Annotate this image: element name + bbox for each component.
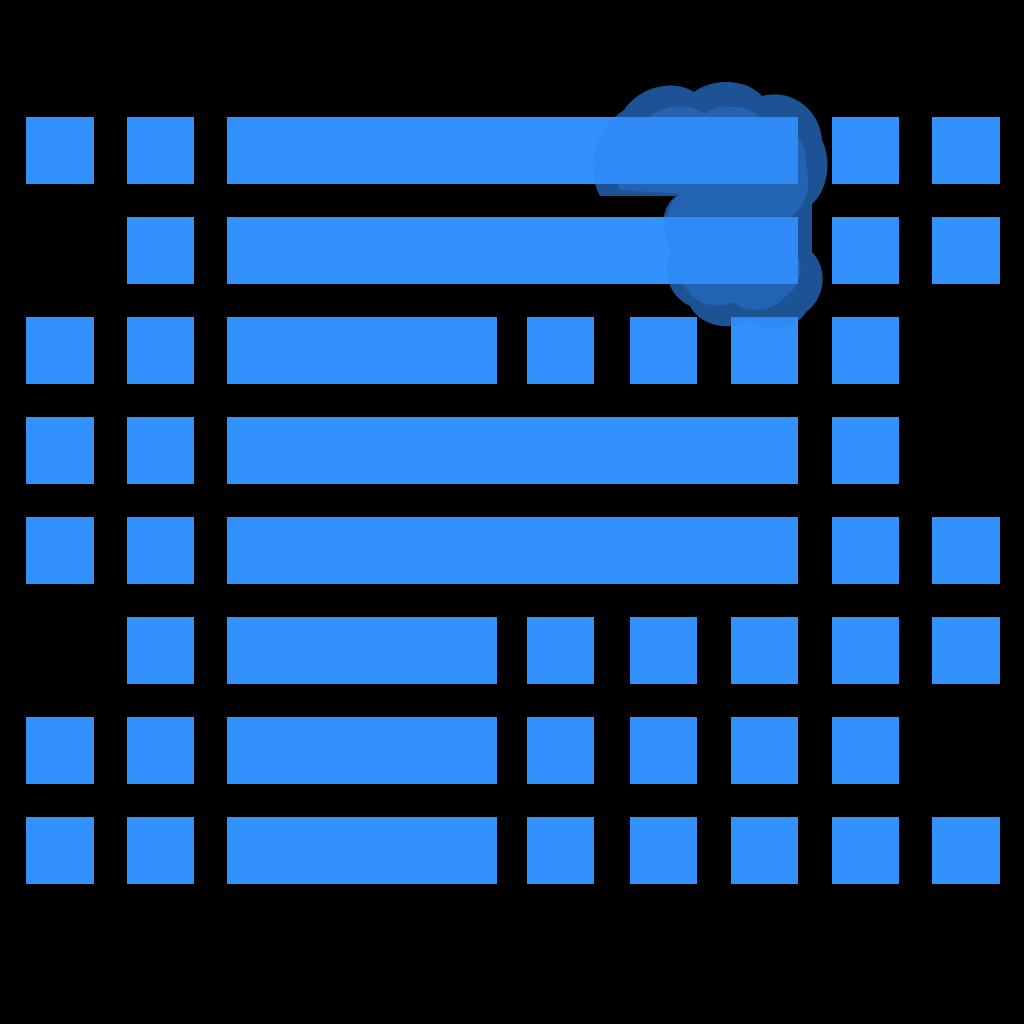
cell-r2-c2[interactable] [127,217,194,284]
cell-r4-c1[interactable] [26,417,94,484]
cell-r6-c8[interactable] [932,617,1000,684]
cell-r4-c3-span[interactable] [227,417,798,484]
cell-r1-c2[interactable] [127,117,194,184]
cell-r8-c4[interactable] [527,817,594,884]
cell-r8-c3[interactable] [227,817,497,884]
cell-r8-c6[interactable] [731,817,798,884]
cell-r7-c3[interactable] [227,717,497,784]
cell-r1-c1[interactable] [26,117,94,184]
cell-r2-c7[interactable] [832,217,899,284]
cell-r4-c2[interactable] [127,417,194,484]
cell-r6-c4[interactable] [527,617,594,684]
cell-r3-c5[interactable] [630,317,697,384]
cell-r3-c3[interactable] [227,317,497,384]
cell-r1-c3-span[interactable] [227,117,798,184]
cell-r7-c6[interactable] [731,717,798,784]
cell-r6-c2[interactable] [127,617,194,684]
cell-r7-c1[interactable] [26,717,94,784]
cell-r8-c2[interactable] [127,817,194,884]
cell-r1-c7[interactable] [832,117,899,184]
cell-r5-c8[interactable] [932,517,1000,584]
cell-r7-c7[interactable] [832,717,899,784]
cell-r5-c2[interactable] [127,517,194,584]
cell-r2-c3-span[interactable] [227,217,798,284]
cell-r5-c3-span[interactable] [227,517,798,584]
cell-r3-c1[interactable] [26,317,94,384]
cell-r6-c3[interactable] [227,617,497,684]
cell-r6-c5[interactable] [630,617,697,684]
cell-r8-c1[interactable] [26,817,94,884]
cell-r8-c7[interactable] [832,817,899,884]
cell-r5-c1[interactable] [26,517,94,584]
cell-r3-c4[interactable] [527,317,594,384]
cell-r8-c5[interactable] [630,817,697,884]
cell-r6-c7[interactable] [832,617,899,684]
cell-r6-c6[interactable] [731,617,798,684]
cell-r3-c7[interactable] [832,317,899,384]
cell-r7-c2[interactable] [127,717,194,784]
cell-r2-c8[interactable] [932,217,1000,284]
cell-r1-c8[interactable] [932,117,1000,184]
cell-r5-c7[interactable] [832,517,899,584]
cell-r3-c2[interactable] [127,317,194,384]
cell-r3-c6[interactable] [731,317,798,384]
cell-r8-c8[interactable] [932,817,1000,884]
cell-r7-c5[interactable] [630,717,697,784]
cell-r4-c7[interactable] [832,417,899,484]
cell-r7-c4[interactable] [527,717,594,784]
